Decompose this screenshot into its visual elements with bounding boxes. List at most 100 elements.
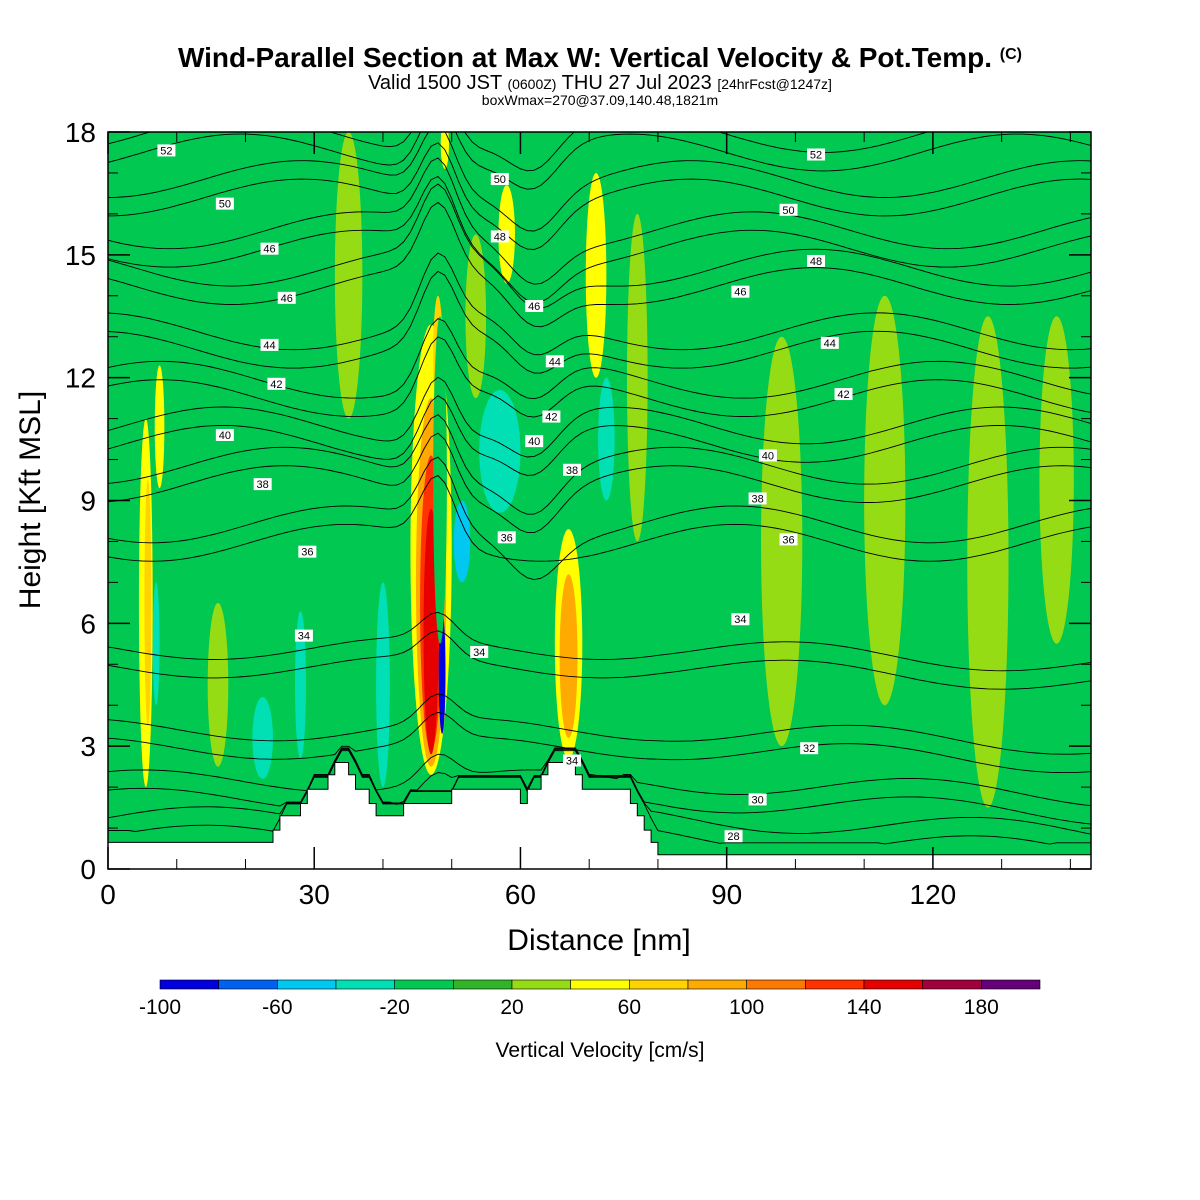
contour-label-19: 34	[563, 754, 582, 767]
contour-label-9: 34	[294, 629, 313, 643]
contour-label-text: 46	[528, 301, 540, 313]
isentrope-50-0	[108, 142, 1091, 250]
isentrope-46-0	[108, 201, 1091, 328]
contour-label-text: 48	[810, 256, 822, 268]
isentrope-34-1	[108, 611, 1091, 672]
contour-label-text: 28	[727, 831, 739, 843]
x-tick-label: 60	[505, 879, 536, 910]
velocity-cell-24	[585, 172, 607, 378]
colorbar-tick-label: -20	[379, 996, 409, 1019]
colorbar-tick-label: 60	[618, 996, 641, 1019]
colorbar-swatch-11	[805, 979, 865, 990]
contour-label-3: 46	[277, 291, 296, 305]
contour-label-21: 50	[779, 203, 798, 217]
contour-label-bg	[800, 742, 819, 755]
contour-label-bg	[490, 230, 509, 243]
y-tick-label: 6	[80, 608, 96, 639]
contour-label-23: 46	[731, 285, 750, 299]
contour-label-bg	[779, 203, 798, 216]
isentrope-38-1	[108, 414, 1091, 515]
x-tick-label: 120	[910, 879, 957, 910]
contour-label-bg	[294, 629, 313, 642]
contour-label-bg	[490, 173, 509, 186]
y-tick-label: 0	[80, 854, 96, 885]
contour-label-bg	[731, 613, 750, 626]
y-axis-label: Height [Kft MSL]	[14, 391, 47, 609]
isentrope-40-1	[108, 376, 1091, 458]
velocity-cell-26	[626, 213, 648, 542]
contour-label-bg	[267, 377, 286, 390]
y-tick-label: 12	[65, 363, 96, 394]
contour-label-16: 38	[563, 463, 582, 477]
contour-label-11: 48	[490, 230, 509, 243]
contour-label-17: 36	[497, 531, 516, 544]
x-tick-label: 30	[299, 879, 330, 910]
colorbar-swatch-1	[218, 979, 278, 990]
contour-label-20: 52	[807, 148, 826, 162]
colorbar-swatch-13	[922, 979, 982, 990]
contour-label-text: 42	[545, 412, 557, 424]
isentrope-30-1	[108, 747, 1091, 807]
contour-label-13: 44	[545, 355, 564, 368]
y-tick-label: 15	[65, 240, 96, 271]
contour-label-bg	[525, 300, 544, 313]
contour-label-text: 44	[824, 338, 836, 350]
colorbar-tick-label: -100	[139, 996, 181, 1019]
velocity-cell-2	[154, 365, 165, 489]
contour-label-bg	[724, 830, 743, 843]
isentrope-32-0	[108, 711, 1091, 774]
contour-label-text: 46	[263, 244, 275, 256]
y-tick-label: 18	[65, 117, 96, 148]
contour-label-bg	[758, 449, 777, 462]
contour-label-7: 38	[253, 478, 272, 491]
contour-label-1: 50	[215, 197, 234, 211]
contour-label-text: 40	[528, 436, 540, 448]
velocity-cell-17	[433, 316, 447, 644]
contour-label-6: 40	[215, 428, 234, 442]
contour-label-text: 34	[734, 614, 746, 626]
contour-label-text: 50	[782, 205, 794, 217]
velocity-cell-8	[334, 132, 363, 419]
contour-label-text: 30	[751, 794, 763, 806]
contour-label-bg	[820, 336, 839, 349]
contour-label-12: 46	[525, 300, 544, 313]
contour-label-30: 32	[800, 742, 819, 755]
contour-label-bg	[157, 144, 176, 157]
isentrope-40-0	[108, 395, 1091, 476]
contour-label-text: 38	[566, 465, 578, 477]
colorbar-tick-label: 100	[729, 996, 764, 1019]
contour-label-text: 38	[751, 493, 763, 505]
contour-label-bg	[497, 531, 516, 544]
terrain-layer	[107, 762, 1092, 870]
contour-label-text: 44	[263, 340, 275, 352]
velocity-cell-7	[294, 611, 306, 759]
contour-label-bg	[253, 478, 272, 491]
chart-title: Wind-Parallel Section at Max W: Vertical…	[177, 42, 1023, 73]
contour-label-text: 32	[803, 743, 815, 755]
contour-label-text: 52	[810, 150, 822, 162]
copyright-mark: (C)	[999, 46, 1023, 63]
contour-label-text: 46	[281, 293, 293, 305]
contour-label-text: 36	[301, 547, 313, 559]
contour-label-10: 50	[490, 173, 509, 186]
contour-label-bg	[748, 492, 767, 505]
colorbar-tick-label: -60	[262, 996, 292, 1019]
contour-label-text: 42	[837, 389, 849, 401]
valid-time: Valid 1500 JST (0600Z) THU 27 Jul 2023 […	[368, 72, 832, 94]
isentrope-38-0	[108, 432, 1091, 534]
isentrope-46-1	[108, 183, 1091, 309]
velocity-cell-23	[559, 574, 578, 738]
colorbar-label: Vertical Velocity [cm/s]	[496, 1039, 705, 1062]
contour-label-bg	[779, 533, 798, 546]
contour-label-29: 34	[731, 613, 750, 626]
contour-label-bg	[545, 355, 564, 368]
contour-label-text: 40	[219, 430, 231, 442]
colorbar-swatch-9	[687, 979, 747, 990]
contour-label-14: 42	[542, 410, 561, 424]
contour-label-bg	[563, 463, 582, 476]
contour-label-bg	[215, 428, 234, 441]
velocity-cell-18	[453, 500, 471, 583]
contour-label-text: 34	[566, 755, 578, 767]
isentrope-36-1	[108, 456, 1091, 581]
colorbar-swatch-0	[159, 979, 219, 990]
